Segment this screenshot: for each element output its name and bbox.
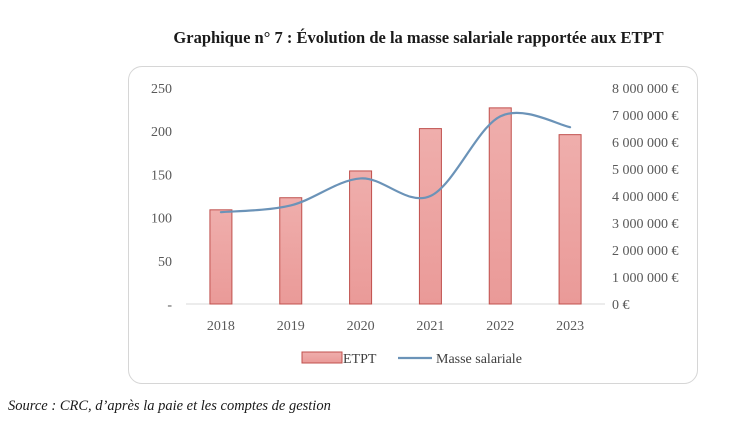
legend-label-etpt: ETPT [343, 352, 377, 367]
y-right-tick-label: 5 000 000 € [612, 163, 679, 178]
bar-etpt [209, 209, 233, 305]
y-left-tick-label: 200 [151, 125, 172, 140]
x-tick-label: 2020 [347, 319, 375, 334]
y-right-tick-label: 6 000 000 € [612, 136, 679, 151]
bar-etpt [418, 128, 442, 305]
x-tick-label: 2023 [556, 319, 584, 334]
bar-etpt [349, 170, 373, 305]
y-right-tick-label: 1 000 000 € [612, 271, 679, 286]
x-tick-label: 2019 [277, 319, 305, 334]
y-right-tick-label: 0 € [612, 298, 630, 313]
legend-swatch-etpt [301, 351, 343, 364]
bar-etpt [279, 197, 303, 305]
source-prefix: Source [8, 398, 48, 414]
x-tick-label: 2022 [486, 319, 514, 334]
y-left-tick-label: - [167, 298, 172, 313]
x-tick-label: 2021 [416, 319, 444, 334]
x-tick-label: 2018 [207, 319, 235, 334]
y-left-tick-label: 50 [158, 255, 172, 270]
legend-label-masse-salariale: Masse salariale [436, 352, 522, 367]
bar-etpt [558, 134, 582, 305]
y-left-tick-label: 250 [151, 82, 172, 97]
y-left-tick-label: 100 [151, 212, 172, 227]
y-right-tick-label: 8 000 000 € [612, 82, 679, 97]
source-note: Source : CRC, d’après la paie et les com… [8, 398, 331, 415]
chart-title: Graphique n° 7 : Évolution de la masse s… [173, 28, 664, 47]
bar-etpt [488, 107, 512, 305]
y-right-tick-label: 4 000 000 € [612, 190, 679, 205]
y-left-tick-label: 150 [151, 168, 172, 183]
y-right-tick-label: 2 000 000 € [612, 244, 679, 259]
y-right-tick-label: 7 000 000 € [612, 109, 679, 124]
line-masse-salariale [219, 111, 572, 214]
y-right-tick-label: 3 000 000 € [612, 217, 679, 232]
source-text: : CRC, d’après la paie et les comptes de… [47, 398, 331, 414]
